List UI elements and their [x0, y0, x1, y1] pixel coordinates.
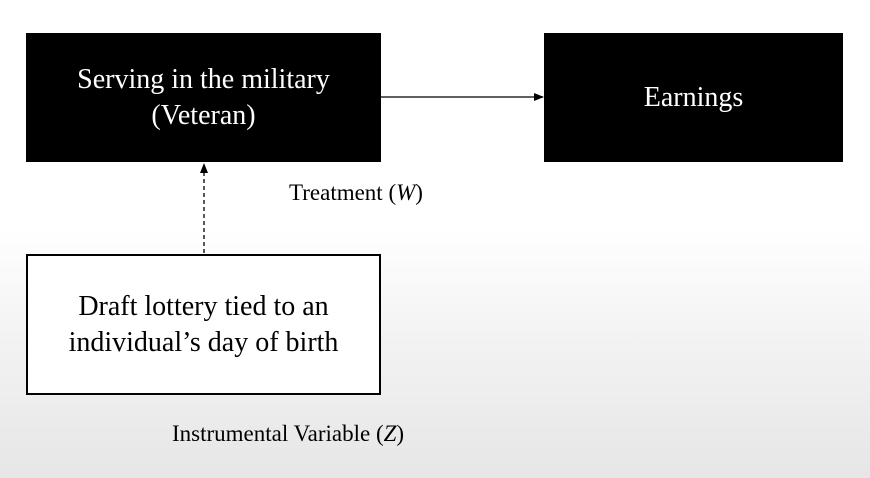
label-treatment-text: Treatment (: [289, 180, 397, 205]
label-instrument-close: ): [396, 421, 405, 446]
label-instrumental-variable-z: Instrumental Variable (Z): [172, 421, 404, 447]
node-instrument-line-2: individual’s day of birth: [68, 326, 339, 358]
label-treatment-close: ): [415, 180, 423, 205]
node-outcome-earnings: Earnings: [544, 33, 843, 162]
node-treatment-line-1: Serving in the military: [77, 63, 330, 95]
node-treatment-veteran: Serving in the military (Veteran): [26, 33, 381, 162]
node-treatment-line-2: (Veteran): [151, 99, 256, 131]
node-outcome-label: Earnings: [643, 81, 744, 113]
label-treatment-variable: W: [396, 180, 416, 205]
label-instrument-variable: Z: [383, 421, 397, 446]
label-instrument-text: Instrumental Variable (: [172, 421, 384, 446]
node-instrument-line-1: Draft lottery tied to an: [78, 290, 329, 322]
node-instrument-draft-lottery: Draft lottery tied to an individual’s da…: [26, 254, 381, 395]
label-treatment-w: Treatment (W): [289, 180, 423, 206]
